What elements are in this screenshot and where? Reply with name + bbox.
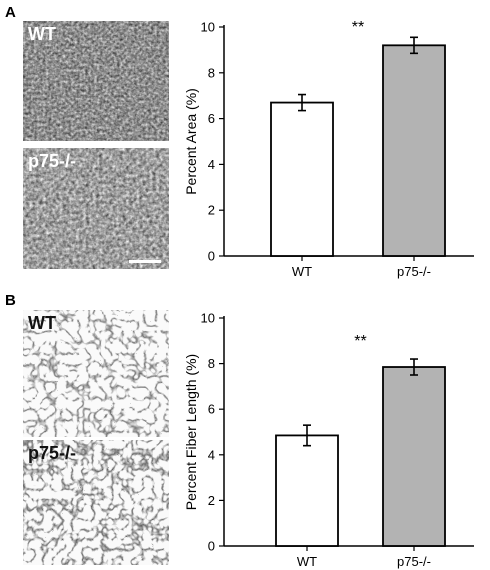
- y-tick-label: 10: [201, 20, 215, 35]
- y-axis-label: Percent Area (%): [183, 88, 199, 195]
- y-tick-label: 4: [208, 447, 215, 462]
- y-tick-label: 8: [208, 356, 215, 371]
- micrograph-label: p75-/-: [28, 151, 77, 171]
- significance-marker: **: [354, 333, 366, 350]
- micrograph-label: p75-/-: [28, 443, 77, 463]
- x-tick-label: WT: [297, 554, 317, 569]
- bar: [275, 434, 339, 547]
- bar: [382, 366, 446, 547]
- panel-letter-b: B: [5, 292, 16, 309]
- y-tick-label: 6: [208, 402, 215, 417]
- fluorescence-image: [23, 21, 169, 141]
- y-tick-label: 2: [208, 493, 215, 508]
- y-tick-label: 8: [208, 65, 215, 80]
- x-tick-label: p75-/-: [397, 264, 431, 279]
- micrograph-label: WT: [28, 313, 56, 333]
- micrograph-a-p75: p75-/-: [23, 148, 169, 269]
- micrograph-b-wt: WT: [23, 310, 169, 437]
- y-tick-label: 2: [208, 203, 215, 218]
- micrograph-label: WT: [28, 24, 56, 44]
- significance-marker: **: [352, 19, 364, 36]
- scale-bar: [129, 260, 161, 263]
- bar-chart-percent-fiber-length: 0 2 4 6 8 10 Percent Fiber Length (%) WT p75-/- *…: [183, 311, 474, 569]
- bar: [270, 101, 334, 257]
- micrograph-a-wt: WT: [23, 21, 169, 141]
- y-tick-label: 0: [208, 249, 215, 264]
- y-tick-label: 10: [201, 311, 215, 326]
- bar-chart-percent-area: 0 2 4 6 8 10 Percent Area (%) WT p75-/- **: [183, 19, 474, 279]
- panel-letter-a: A: [5, 4, 16, 21]
- tracing-image: [23, 440, 169, 565]
- y-tick-label: 0: [208, 539, 215, 554]
- y-tick-label: 6: [208, 111, 215, 126]
- y-tick-label: 4: [208, 157, 215, 172]
- micrograph-b-p75: p75-/-: [23, 440, 169, 565]
- y-axis-label: Percent Fiber Length (%): [183, 354, 199, 510]
- fluorescence-image: [23, 148, 169, 269]
- x-tick-label: p75-/-: [397, 554, 431, 569]
- tracing-image: [23, 310, 169, 437]
- x-tick-label: WT: [292, 264, 312, 279]
- bar: [382, 44, 446, 257]
